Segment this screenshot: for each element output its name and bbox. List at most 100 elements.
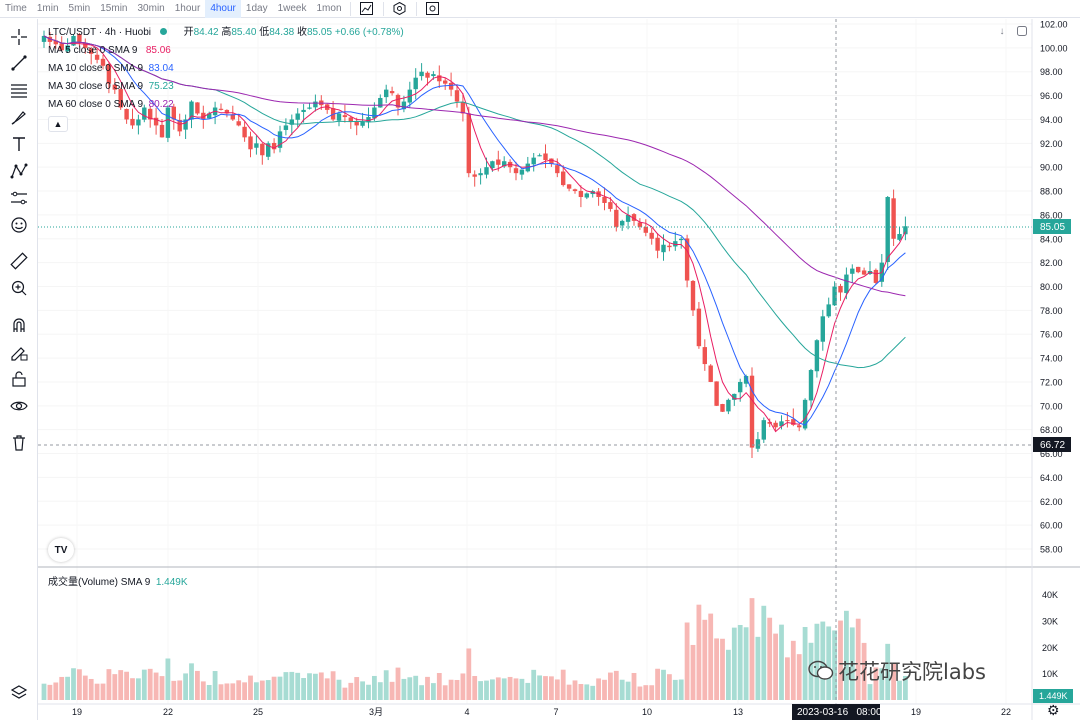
tf-1mon[interactable]: 1mon xyxy=(316,2,342,14)
ma10-legend[interactable]: MA 10 close 0 SMA 9 83.04 xyxy=(48,60,404,78)
tf-1week[interactable]: 1week xyxy=(277,2,307,14)
magnet-icon[interactable] xyxy=(9,315,29,335)
candle-body xyxy=(561,171,566,186)
candle-body xyxy=(419,71,424,77)
chevron-up-icon[interactable]: ▲ xyxy=(48,116,68,132)
candle-body xyxy=(307,107,312,109)
volume-bar xyxy=(218,684,224,700)
lock-drawing-icon[interactable] xyxy=(9,342,29,362)
candle-body xyxy=(295,113,300,120)
tf-1hour[interactable]: 1hour xyxy=(174,2,201,14)
candle-body xyxy=(814,340,820,372)
candle-body xyxy=(266,143,271,157)
price-tick-label: 96.00 xyxy=(1040,91,1063,101)
volume-bar xyxy=(177,680,183,700)
volume-bar xyxy=(47,684,53,700)
time-tick-label: 19 xyxy=(72,707,82,717)
volume-bar xyxy=(655,668,660,700)
tf-5min[interactable]: 5min xyxy=(68,2,91,14)
volume-bar xyxy=(336,679,342,700)
ma5-legend[interactable]: MA 5 close 0 SMA 9 85.06 xyxy=(48,42,404,60)
volume-bar xyxy=(136,678,141,700)
volume-bar xyxy=(212,671,218,700)
tf-4hour[interactable]: 4hour xyxy=(205,0,241,18)
settings-icon[interactable] xyxy=(393,2,407,16)
fullscreen-icon[interactable] xyxy=(426,2,440,16)
volume-legend[interactable]: 成交量(Volume) SMA 9 1.449K xyxy=(48,573,188,588)
maximize-icon[interactable] xyxy=(1015,24,1029,38)
volume-bar xyxy=(643,685,649,700)
candle-body xyxy=(41,35,47,42)
volume-bar xyxy=(684,622,690,700)
prediction-icon[interactable] xyxy=(9,188,29,208)
symbol-title[interactable]: LTC/USDT · 4h · Huobi xyxy=(48,27,151,38)
volume-bar xyxy=(289,671,295,700)
horizontal-lines-icon[interactable] xyxy=(9,80,29,100)
candle-body xyxy=(820,316,825,342)
volume-bar xyxy=(861,642,867,700)
candle-body xyxy=(177,119,182,132)
pattern-icon[interactable] xyxy=(9,161,29,181)
volume-bar xyxy=(637,686,643,700)
volume-bar xyxy=(372,675,377,700)
crosshair-time-tag: 2023-03-16 08:00 xyxy=(797,707,882,718)
ma60-legend[interactable]: MA 60 close 0 SMA 9 80.22 xyxy=(48,96,404,114)
candle-body xyxy=(714,381,719,406)
unlock-icon[interactable] xyxy=(9,369,29,389)
candle-body xyxy=(897,234,902,240)
candle-body xyxy=(360,121,365,126)
candle-body xyxy=(608,202,613,209)
volume-bar xyxy=(472,676,478,700)
brush-icon[interactable] xyxy=(9,107,29,127)
volume-bar xyxy=(495,677,501,700)
volume-bar xyxy=(124,671,129,700)
moving-average-lines xyxy=(43,35,906,433)
candle-body xyxy=(130,118,135,126)
candle-body xyxy=(413,77,418,90)
volume-bar xyxy=(478,681,483,700)
price-tick-label: 66.00 xyxy=(1040,449,1063,459)
tradingview-logo-icon[interactable]: TV xyxy=(48,538,74,562)
gear-icon[interactable]: ⚙ xyxy=(1047,702,1060,718)
volume-bar xyxy=(490,679,495,700)
candle-body xyxy=(348,117,353,122)
volume-tick-label: 20K xyxy=(1042,643,1058,653)
crosshair-icon[interactable] xyxy=(9,27,29,47)
volume-bar xyxy=(106,669,112,700)
trash-icon[interactable] xyxy=(9,433,29,453)
volume-bar xyxy=(466,648,472,700)
candle-body xyxy=(797,425,802,428)
candle-body xyxy=(696,308,702,347)
volume-bar xyxy=(749,598,755,700)
arrow-down-icon[interactable]: ↓ xyxy=(999,25,1005,37)
ma5-value: 85.06 xyxy=(145,45,171,56)
emoji-icon[interactable] xyxy=(9,215,29,235)
volume-bar xyxy=(726,649,731,700)
tf-1day[interactable]: 1day xyxy=(245,2,268,14)
volume-bar xyxy=(407,677,413,700)
tf-15min[interactable]: 15min xyxy=(100,2,128,14)
trend-line-icon[interactable] xyxy=(9,53,29,73)
layers-icon[interactable] xyxy=(10,684,28,702)
volume-sma-value: 1.449K xyxy=(155,577,188,588)
volume-bar xyxy=(743,627,749,700)
ruler-icon[interactable] xyxy=(9,251,29,271)
ma30-legend[interactable]: MA 30 close 0 SMA 9 75.23 xyxy=(48,78,404,96)
tf-30min[interactable]: 30min xyxy=(137,2,165,14)
indicators-icon[interactable] xyxy=(360,2,374,16)
volume-bar xyxy=(891,662,896,700)
live-status-dot xyxy=(159,28,167,35)
candle-body xyxy=(702,347,707,365)
high-value: 85.40 xyxy=(231,27,257,38)
tf-1min[interactable]: 1min xyxy=(36,2,59,14)
text-icon[interactable] xyxy=(9,134,29,154)
zoom-in-icon[interactable] xyxy=(9,278,29,298)
eye-icon[interactable] xyxy=(9,396,29,416)
tf-time[interactable]: Time xyxy=(5,2,27,14)
volume-bar xyxy=(649,685,655,700)
candle-body xyxy=(460,101,466,114)
time-axis: 19 22 25 3月 4 7 10 13 19 22 xyxy=(72,707,1011,717)
candle-body xyxy=(437,75,442,82)
volume-bar xyxy=(254,682,259,700)
